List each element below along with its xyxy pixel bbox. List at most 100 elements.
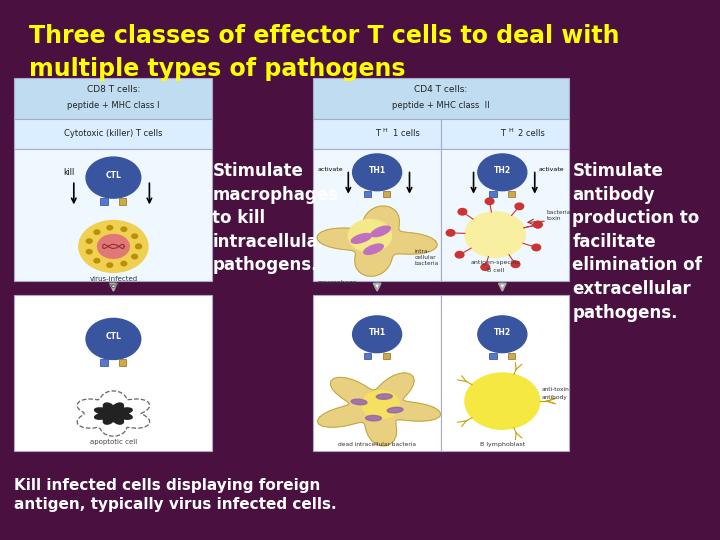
- Circle shape: [478, 154, 527, 191]
- Text: dead intracellular bacteria: dead intracellular bacteria: [338, 442, 416, 447]
- Circle shape: [86, 239, 92, 243]
- Bar: [364, 191, 372, 197]
- Text: T: T: [374, 129, 379, 138]
- Circle shape: [107, 263, 113, 267]
- Circle shape: [86, 249, 92, 254]
- Bar: [14, 295, 212, 451]
- Text: 1 cells: 1 cells: [393, 129, 420, 138]
- Circle shape: [94, 259, 100, 263]
- Bar: [313, 78, 569, 119]
- Text: Stimulate
macrophages
to kill
intracellular
pathogens.: Stimulate macrophages to kill intracellu…: [212, 162, 338, 274]
- Text: Cytotoxic (killer) T cells: Cytotoxic (killer) T cells: [64, 129, 163, 138]
- Circle shape: [94, 230, 100, 234]
- Text: anti-toxin: anti-toxin: [542, 387, 570, 392]
- Text: Kill infected cells displaying foreign
antigen, typically virus infected cells.: Kill infected cells displaying foreign a…: [14, 478, 337, 511]
- Ellipse shape: [387, 407, 403, 413]
- Circle shape: [511, 261, 520, 267]
- Text: TH1: TH1: [369, 328, 386, 336]
- Text: cell: cell: [107, 283, 120, 289]
- Bar: [383, 353, 390, 359]
- Text: peptide + MHC class  II: peptide + MHC class II: [392, 101, 490, 110]
- Circle shape: [348, 219, 392, 252]
- Text: Three classes of effector T cells to deal with: Three classes of effector T cells to dea…: [29, 24, 619, 48]
- Text: antibody: antibody: [542, 395, 567, 400]
- Circle shape: [135, 244, 141, 248]
- Circle shape: [86, 319, 141, 360]
- Text: multiple types of pathogens: multiple types of pathogens: [29, 57, 405, 80]
- Circle shape: [515, 203, 523, 210]
- Circle shape: [455, 252, 464, 258]
- Text: virus-infected: virus-infected: [89, 276, 138, 282]
- Bar: [441, 119, 569, 148]
- Bar: [508, 191, 516, 197]
- Circle shape: [446, 230, 455, 236]
- Bar: [490, 353, 497, 359]
- Text: peptide + MHC class I: peptide + MHC class I: [67, 101, 160, 110]
- Ellipse shape: [351, 233, 372, 244]
- Bar: [313, 295, 441, 451]
- Circle shape: [353, 154, 402, 191]
- Polygon shape: [94, 403, 132, 424]
- Text: CTL: CTL: [105, 171, 122, 180]
- Circle shape: [478, 316, 527, 353]
- Bar: [14, 119, 212, 148]
- Bar: [14, 148, 212, 281]
- Circle shape: [135, 244, 141, 248]
- Circle shape: [79, 220, 148, 272]
- Text: TH1: TH1: [369, 166, 386, 174]
- Text: apoptotic cell: apoptotic cell: [90, 440, 137, 445]
- Circle shape: [132, 234, 138, 238]
- Ellipse shape: [364, 244, 383, 254]
- Text: TH2: TH2: [494, 166, 511, 174]
- Circle shape: [481, 264, 490, 271]
- Circle shape: [353, 316, 402, 353]
- Circle shape: [107, 226, 113, 230]
- Text: CD4 T cells:: CD4 T cells:: [415, 85, 467, 93]
- Bar: [364, 353, 372, 359]
- Circle shape: [362, 390, 400, 418]
- Text: activate: activate: [318, 167, 343, 172]
- Bar: [490, 191, 497, 197]
- Bar: [14, 78, 212, 119]
- Ellipse shape: [371, 226, 390, 237]
- Circle shape: [86, 157, 141, 198]
- Bar: [441, 295, 569, 451]
- Circle shape: [121, 261, 127, 266]
- Polygon shape: [317, 206, 437, 276]
- Text: activate: activate: [539, 167, 564, 172]
- Circle shape: [485, 198, 494, 205]
- Text: B lymphoblast: B lymphoblast: [480, 442, 525, 447]
- Text: H: H: [508, 128, 513, 133]
- Circle shape: [532, 244, 541, 251]
- Text: H: H: [383, 128, 387, 133]
- Bar: [313, 119, 441, 148]
- Text: kill: kill: [63, 168, 74, 177]
- Bar: [120, 360, 127, 366]
- Circle shape: [534, 221, 542, 228]
- Text: 2 cells: 2 cells: [518, 129, 545, 138]
- Bar: [120, 198, 127, 205]
- Text: CD8 T cells:: CD8 T cells:: [86, 85, 140, 93]
- Text: T: T: [500, 129, 505, 138]
- Circle shape: [465, 212, 526, 257]
- Polygon shape: [318, 373, 441, 446]
- Circle shape: [458, 208, 467, 215]
- Circle shape: [98, 234, 130, 258]
- Text: TH2: TH2: [494, 328, 511, 336]
- Ellipse shape: [366, 415, 382, 421]
- Bar: [313, 148, 441, 281]
- Text: B cell: B cell: [487, 268, 504, 273]
- Ellipse shape: [351, 399, 367, 405]
- Bar: [383, 191, 390, 197]
- Bar: [441, 148, 569, 281]
- Circle shape: [534, 221, 542, 228]
- Circle shape: [132, 254, 138, 259]
- Circle shape: [465, 373, 540, 429]
- Bar: [101, 198, 108, 205]
- Text: antigen-specific: antigen-specific: [470, 260, 520, 266]
- Text: macrophage: macrophage: [318, 280, 357, 285]
- Text: intra-
cellular
bacteria: intra- cellular bacteria: [415, 249, 438, 266]
- Text: CTL: CTL: [105, 332, 122, 341]
- Circle shape: [121, 227, 127, 231]
- Text: Stimulate
antibody
production to
facilitate
elimination of
extracellular
pathoge: Stimulate antibody production to facilit…: [572, 162, 702, 322]
